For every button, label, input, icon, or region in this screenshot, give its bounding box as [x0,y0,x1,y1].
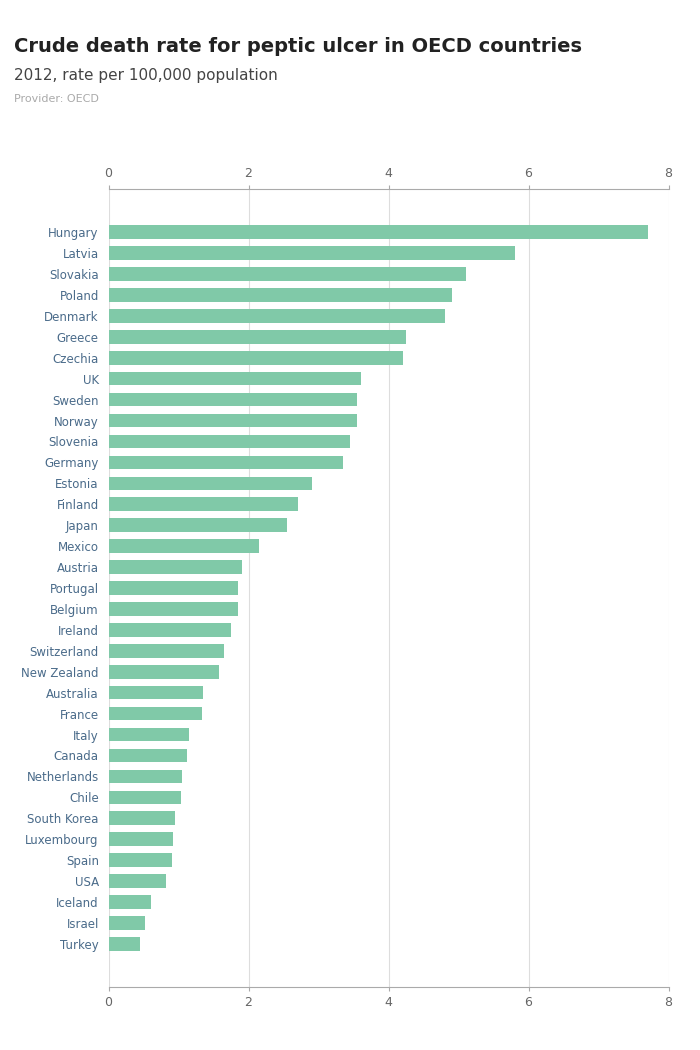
Bar [108,728,189,741]
Bar [108,917,145,930]
Bar [108,582,238,594]
Bar [108,456,343,469]
Bar [108,435,350,448]
Bar [108,707,202,720]
Text: Crude death rate for peptic ulcer in OECD countries: Crude death rate for peptic ulcer in OEC… [14,37,582,56]
Bar [108,477,312,490]
Text: figure.nz: figure.nz [584,22,662,37]
Bar [108,288,452,301]
Bar [108,623,231,636]
Bar [108,686,203,699]
Bar [108,561,241,574]
Bar [108,393,357,406]
Bar [108,937,140,950]
Bar [108,896,150,909]
Bar [108,246,514,259]
Bar [108,309,444,322]
Bar [108,372,360,385]
Bar [108,330,406,343]
Bar [108,351,402,364]
Bar [108,791,181,804]
Bar [108,498,298,511]
Bar [108,749,187,762]
Bar [108,267,466,280]
Bar [108,602,238,615]
Bar [108,833,173,846]
Bar [108,540,259,553]
Bar [108,875,166,888]
Bar [108,414,357,427]
Bar [108,226,648,239]
Bar [108,665,219,678]
Text: Provider: OECD: Provider: OECD [14,94,99,105]
Bar [108,770,182,783]
Bar [108,854,172,867]
Text: 2012, rate per 100,000 population: 2012, rate per 100,000 population [14,68,278,83]
Bar [108,644,224,657]
Bar [108,812,175,825]
Bar [108,519,287,532]
